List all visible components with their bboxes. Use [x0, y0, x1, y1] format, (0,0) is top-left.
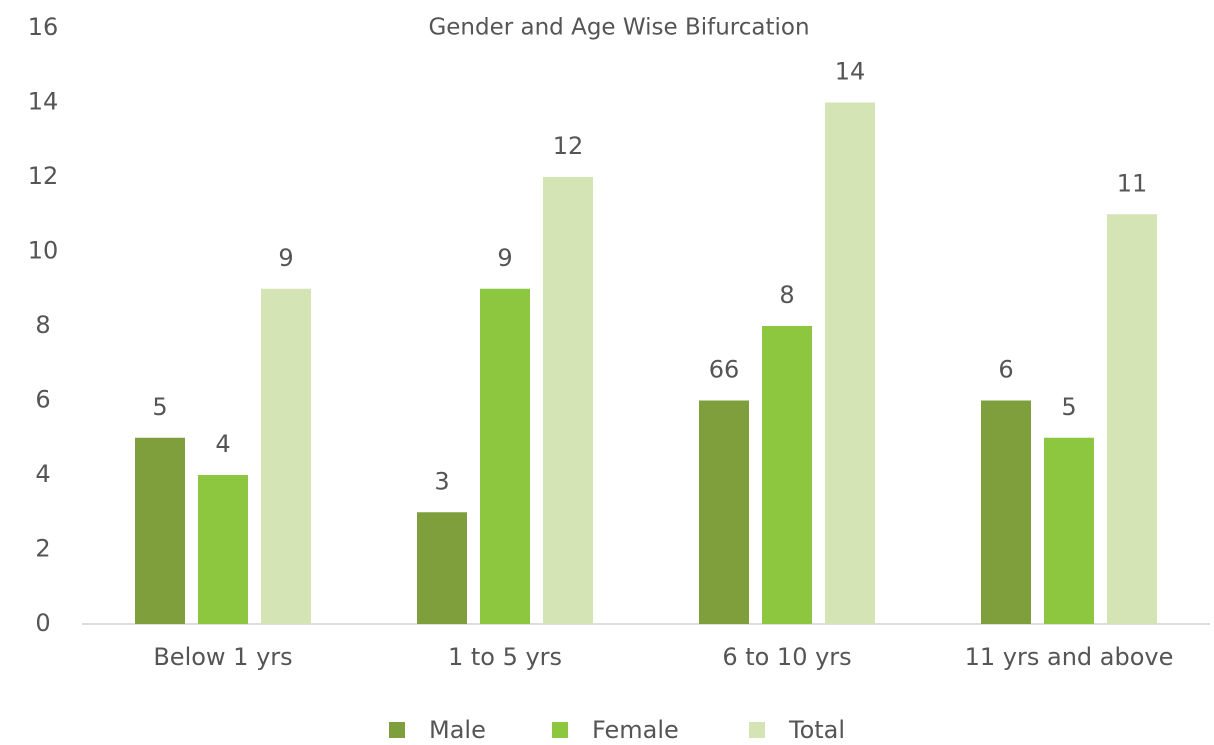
- y-tick-label: 14: [28, 88, 59, 116]
- bar: [699, 400, 749, 624]
- bar: [417, 512, 467, 624]
- y-tick-label: 6: [35, 386, 50, 414]
- legend-label: Total: [788, 716, 845, 744]
- bar: [135, 437, 185, 624]
- data-label: 9: [497, 244, 512, 272]
- data-label: 11: [1117, 169, 1148, 197]
- data-label: 66: [709, 356, 740, 384]
- data-label: 5: [1061, 393, 1076, 421]
- y-tick-label: 4: [35, 460, 50, 488]
- x-tick-label: 11 yrs and above: [965, 643, 1174, 671]
- bar: [480, 288, 530, 624]
- chart-title: Gender and Age Wise Bifurcation: [428, 15, 809, 41]
- data-label: 14: [835, 58, 866, 86]
- x-tick-label: 1 to 5 yrs: [448, 643, 562, 671]
- x-tick-label: 6 to 10 yrs: [722, 643, 851, 671]
- legend-label: Female: [592, 716, 679, 744]
- bar: [825, 102, 875, 624]
- x-tick-label: Below 1 yrs: [153, 643, 292, 671]
- y-tick-label: 10: [28, 237, 59, 265]
- data-label: 3: [434, 467, 449, 495]
- y-tick-label: 16: [28, 13, 59, 41]
- legend-swatch: [389, 722, 405, 738]
- data-label: 12: [553, 132, 584, 160]
- bar: [198, 475, 248, 624]
- legend-swatch: [552, 722, 568, 738]
- legend-swatch: [749, 722, 765, 738]
- data-label: 8: [779, 281, 794, 309]
- bar: [1107, 214, 1157, 624]
- bar: [981, 400, 1031, 624]
- y-tick-label: 8: [35, 311, 50, 339]
- y-tick-label: 2: [35, 535, 50, 563]
- bar: [762, 326, 812, 624]
- y-tick-label: 0: [35, 609, 50, 637]
- data-label: 9: [278, 244, 293, 272]
- bar: [261, 288, 311, 624]
- y-tick-label: 12: [28, 162, 59, 190]
- data-label: 4: [215, 430, 230, 458]
- bar: [1044, 437, 1094, 624]
- legend-label: Male: [429, 716, 486, 744]
- data-label: 6: [998, 356, 1013, 384]
- data-label: 5: [152, 393, 167, 421]
- bar: [543, 177, 593, 624]
